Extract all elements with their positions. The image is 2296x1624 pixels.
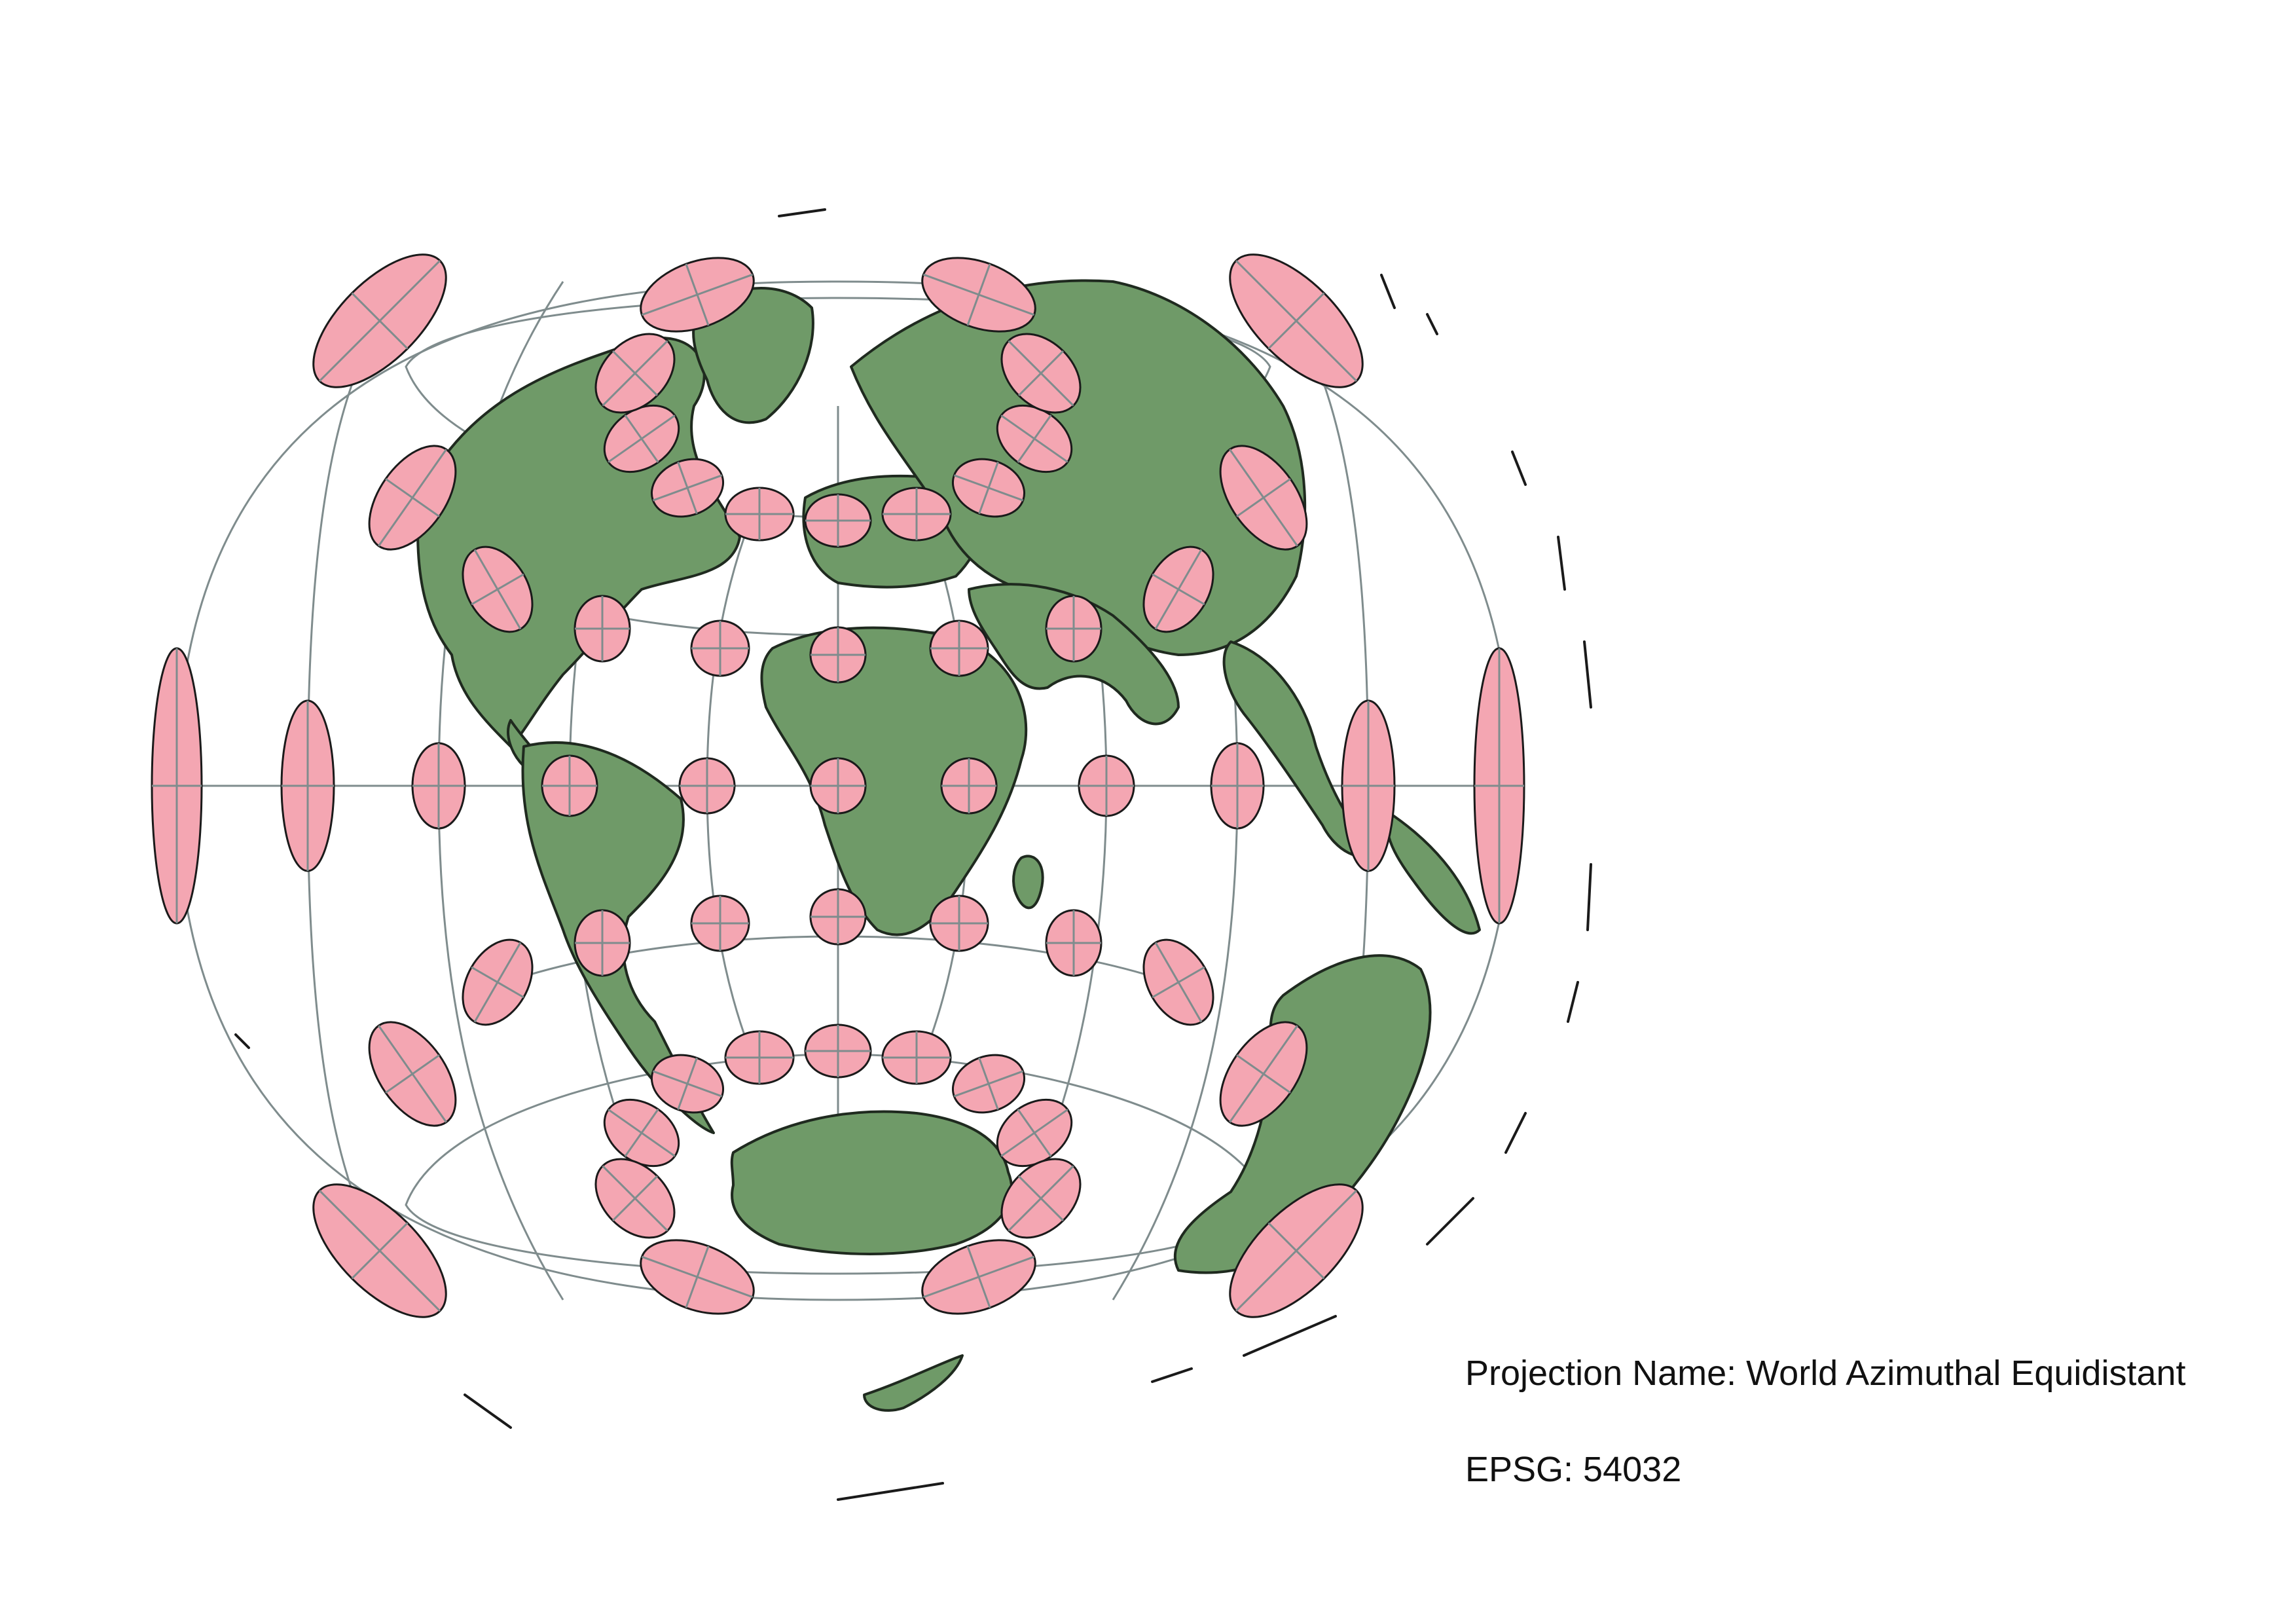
tissot-ellipse-axis <box>1154 549 1203 630</box>
tissot-ellipse-axis <box>978 1058 999 1110</box>
tissot-ellipse <box>1078 754 1135 817</box>
tissot-ellipse-axis <box>1017 415 1052 463</box>
tissot-ellipse <box>724 1030 795 1085</box>
tissot-ellipse-axis <box>378 1025 447 1123</box>
tissot-ellipse <box>1229 253 1364 388</box>
tissot-ellipse <box>1000 1158 1082 1239</box>
greenland <box>692 287 814 424</box>
tissot-ellipse <box>1045 909 1102 977</box>
tissot-ellipse <box>594 333 676 414</box>
tissot-ellipse-axis <box>685 1246 710 1308</box>
tissot-ellipse <box>462 545 534 633</box>
tissot-ellipse-axis <box>1017 1109 1052 1157</box>
epsg-code-label: EPSG: 54032 <box>1465 1449 1682 1489</box>
tissot-ellipse <box>951 458 1026 518</box>
tissot-ellipse <box>280 699 335 872</box>
maritime-asia <box>1385 811 1481 935</box>
tissot-ellipse <box>881 1030 952 1085</box>
tissot-ellipse-axis <box>1235 1190 1357 1312</box>
tissot-ellipse <box>921 1239 1036 1315</box>
tissot-ellipse <box>921 257 1036 333</box>
tissot-ellipse <box>804 1024 872 1079</box>
tissot-ellipse <box>690 619 750 677</box>
projection-name-label: Projection Name: World Azimuthal Equidis… <box>1465 1354 2186 1393</box>
tissot-ellipse-axis <box>473 549 522 630</box>
tissot-ellipse <box>640 1239 755 1315</box>
graticule-meridian-120e-s <box>1112 785 1239 1301</box>
tissot-ellipse <box>996 1098 1073 1168</box>
tissot-ellipse-axis <box>1229 1025 1298 1123</box>
tissot-ellipse <box>1219 1021 1308 1127</box>
tissot-ellipse <box>951 1054 1026 1114</box>
tissot-ellipse-axis <box>624 415 659 463</box>
tissot-ellipse-axis <box>473 942 522 1023</box>
tissot-ellipse <box>541 754 598 817</box>
tissot-ellipse <box>724 487 795 542</box>
tissot-ellipse <box>929 619 989 677</box>
tissot-ellipse <box>996 404 1073 473</box>
madagascar <box>1012 855 1044 910</box>
tissot-ellipse <box>809 626 867 684</box>
tissot-ellipse-axis <box>677 1058 698 1110</box>
tissot-ellipse <box>804 493 872 548</box>
tissot-indicatrix-layer <box>151 253 1525 1318</box>
tissot-ellipse-axis <box>319 1190 441 1312</box>
tissot-ellipse <box>929 895 989 952</box>
tissot-ellipse-axis <box>966 263 991 326</box>
tissot-ellipse-axis <box>1229 449 1298 547</box>
tissot-ellipse <box>312 1183 447 1318</box>
tissot-ellipse-axis <box>611 1175 659 1222</box>
tissot-ellipse <box>368 445 457 551</box>
tissot-ellipse <box>1229 1183 1364 1318</box>
tissot-ellipse <box>1219 445 1308 551</box>
tissot-ellipse <box>1142 938 1214 1026</box>
tissot-ellipse <box>640 257 755 333</box>
tissot-ellipse <box>1045 595 1102 663</box>
tissot-ellipse <box>603 404 680 473</box>
antarctica <box>730 1110 1013 1255</box>
tissot-ellipse <box>603 1098 680 1168</box>
tissot-ellipse <box>650 1054 725 1114</box>
tissot-ellipse <box>650 458 725 518</box>
tissot-ellipse <box>1000 333 1082 414</box>
tissot-ellipse <box>809 757 867 815</box>
tissot-ellipse <box>151 647 203 925</box>
tissot-ellipse-axis <box>966 1246 991 1308</box>
tissot-ellipse-axis <box>319 260 441 382</box>
new-zealand <box>863 1354 964 1412</box>
tissot-ellipse <box>594 1158 676 1239</box>
tissot-ellipse <box>1142 545 1214 633</box>
tissot-ellipse-axis <box>624 1109 659 1157</box>
tissot-ellipse <box>1473 647 1525 925</box>
tissot-ellipse <box>940 757 998 815</box>
tissot-ellipse-axis <box>378 449 447 547</box>
tissot-ellipse-axis <box>1235 260 1357 382</box>
tissot-ellipse <box>1341 699 1396 872</box>
tissot-ellipse <box>462 938 534 1026</box>
graticule-meridian-120w-s <box>437 785 564 1301</box>
tissot-ellipse-axis <box>978 462 999 514</box>
tissot-ellipse <box>678 757 736 815</box>
tissot-ellipse <box>411 742 466 830</box>
tissot-ellipse <box>574 595 631 663</box>
tissot-ellipse <box>368 1021 457 1127</box>
tissot-ellipse <box>809 888 867 946</box>
tissot-ellipse-axis <box>685 263 710 326</box>
tissot-ellipse-axis <box>1017 350 1065 397</box>
tissot-ellipse <box>1210 742 1265 830</box>
tissot-ellipse <box>312 253 447 388</box>
tissot-ellipse-axis <box>1154 942 1203 1023</box>
projection-label-block: Projection Name: World Azimuthal Equidis… <box>1465 1352 2186 1545</box>
tissot-ellipse-axis <box>1017 1175 1065 1222</box>
tissot-ellipse <box>881 487 952 542</box>
tissot-ellipse-axis <box>611 350 659 397</box>
tissot-ellipse <box>690 895 750 952</box>
north-america <box>416 337 741 748</box>
tissot-ellipse-axis <box>677 462 698 514</box>
tissot-ellipse <box>574 909 631 977</box>
